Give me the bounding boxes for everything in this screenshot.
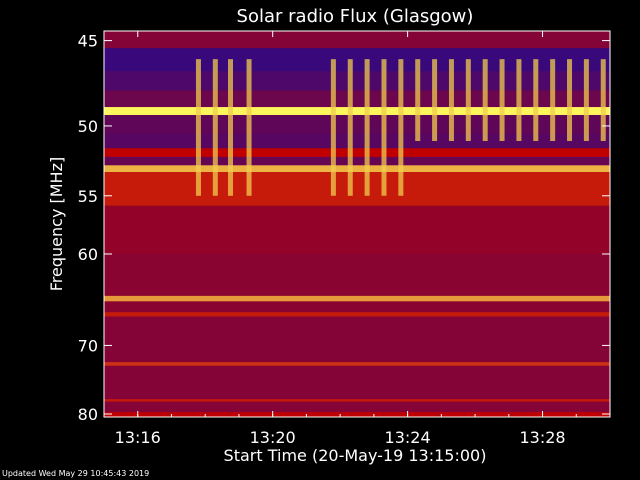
- frequency-band: [104, 362, 610, 366]
- update-timestamp: Updated Wed May 29 10:45:43 2019: [2, 469, 150, 478]
- frequency-band: [104, 295, 610, 302]
- burst-mark: [482, 59, 488, 142]
- burst-mark: [246, 59, 252, 196]
- burst-mark: [600, 59, 606, 142]
- frequency-band: [104, 312, 610, 317]
- burst-mark: [330, 59, 336, 196]
- frequency-band: [104, 316, 610, 363]
- y-tick-label: 50: [78, 117, 98, 136]
- frequency-band: [104, 301, 610, 313]
- burst-mark: [228, 59, 233, 196]
- x-tick-label: 13:20: [250, 428, 296, 447]
- frequency-band: [104, 107, 610, 116]
- burst-mark: [195, 59, 201, 196]
- frequency-band: [104, 165, 610, 173]
- frequency-band: [104, 148, 610, 157]
- plot-area: [104, 31, 610, 417]
- burst-mark: [347, 59, 353, 196]
- burst-mark: [415, 59, 421, 142]
- burst-mark: [499, 59, 505, 142]
- x-tick-label: 13:16: [115, 428, 161, 447]
- y-tick-label: 45: [78, 32, 98, 51]
- burst-mark: [381, 59, 387, 196]
- burst-mark: [533, 59, 539, 142]
- frequency-band: [104, 401, 610, 413]
- frequency-band: [104, 156, 610, 166]
- chart-title: Solar radio Flux (Glasgow): [237, 6, 474, 27]
- burst-mark: [516, 59, 522, 142]
- burst-mark: [550, 59, 556, 142]
- frequency-band: [104, 412, 610, 417]
- burst-mark: [212, 59, 218, 196]
- frequency-band: [104, 253, 610, 296]
- burst-mark: [398, 59, 404, 196]
- burst-mark: [448, 59, 454, 142]
- y-tick-label: 80: [78, 405, 98, 424]
- burst-mark: [567, 59, 573, 142]
- plot-frame: [103, 30, 611, 418]
- x-tick-label: 13:24: [385, 428, 431, 447]
- x-tick-label: 13:28: [519, 428, 565, 447]
- burst-mark: [432, 59, 438, 142]
- burst-mark: [465, 59, 471, 142]
- burst-mark: [364, 59, 370, 196]
- y-axis: 45 50 55 60 70 80: [78, 32, 610, 424]
- y-tick-label: 55: [78, 187, 98, 206]
- burst-mark: [583, 59, 589, 142]
- x-axis-label: Start Time (20-May-19 13:15:00): [224, 446, 487, 465]
- frequency-band: [104, 172, 610, 206]
- frequency-band: [104, 365, 610, 400]
- x-axis: 13:16 13:20 13:24 13:28: [103, 31, 611, 447]
- y-axis-label: Frequency [MHz]: [47, 157, 66, 291]
- frequency-band: [104, 399, 610, 402]
- frequency-band: [104, 205, 610, 254]
- y-tick-label: 60: [78, 245, 98, 264]
- y-tick-label: 70: [78, 336, 98, 355]
